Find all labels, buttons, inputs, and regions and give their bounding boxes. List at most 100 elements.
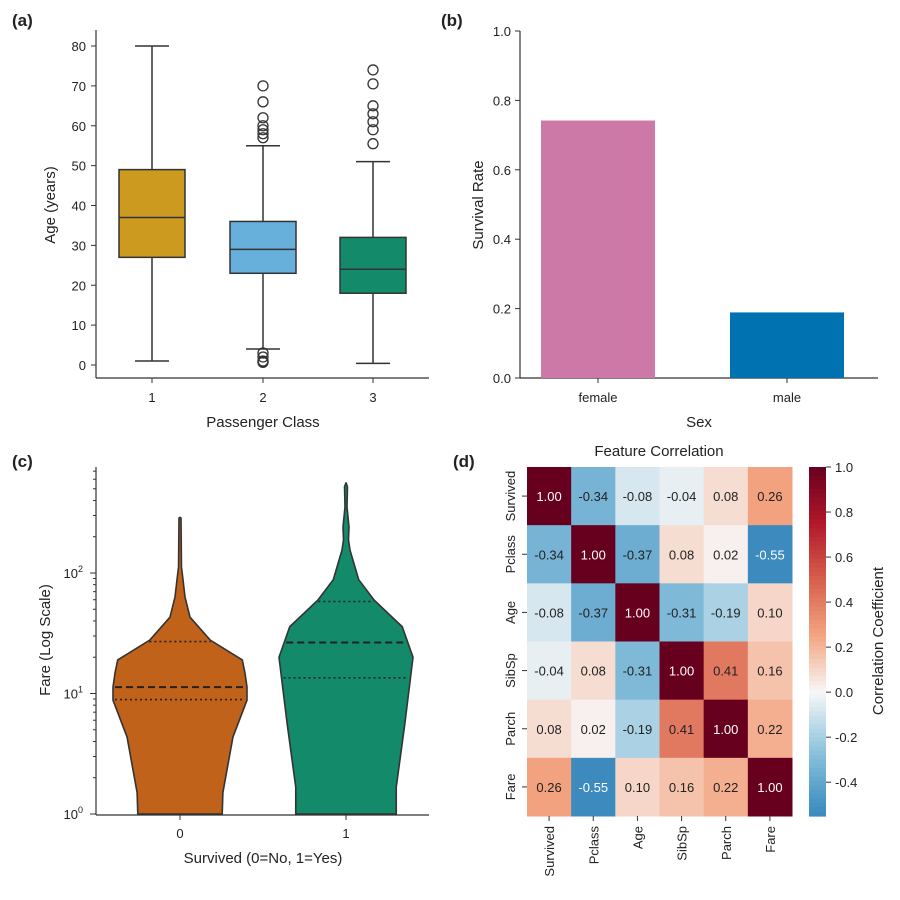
colorbar-segment [809,685,826,691]
colorbar-segment [809,480,826,486]
heatmap-cell [527,525,572,584]
cell-value: -0.34 [578,489,608,504]
outlier-point [367,108,379,120]
y-tick-label: 0.4 [493,232,511,247]
colorbar-segment [809,802,826,808]
colorbar-segment [809,632,826,638]
colorbar-segment [809,602,826,608]
colorbar-segment [809,549,826,555]
colorbar-label: Correlation Coefficient [870,566,887,715]
cell-value: 0.10 [625,780,650,795]
heatmap-cell [703,641,749,701]
heatmap-cell [615,757,660,817]
colorbar-segment [809,554,826,560]
cell-value: 0.26 [536,780,561,795]
outlier-point [367,64,379,76]
colorbar-tick-label: 1.0 [835,460,853,475]
y-tick-label: 0.2 [493,302,511,317]
heatmap-cell [615,699,660,759]
colorbar-segment [809,706,826,712]
row-label: Age [503,601,518,624]
colorbar-segment [809,514,826,520]
colorbar-segment [809,776,826,782]
colorbar-segment [809,724,826,730]
heatmap-title: Feature Correlation [594,443,723,460]
col-label: Parch [719,826,734,860]
panel-label-c: (c) [12,452,33,471]
colorbar-segment [809,680,826,686]
heatmap-cell [659,525,705,584]
cell-value: 1.00 [581,547,606,562]
colorbar-segment [809,693,826,699]
heatmap-cell [659,699,705,759]
cell-value: 0.26 [757,489,782,504]
colorbar-segment [809,615,826,621]
tick-base: 10 [64,566,78,581]
y-tick-label: 0.0 [493,371,511,386]
x-tick-label: 0 [176,826,183,841]
cell-value: 0.08 [713,489,738,504]
panel-label-d: (d) [453,452,475,471]
colorbar-segment [809,610,826,616]
bar-female [541,120,655,378]
outlier-point [367,116,379,128]
outlier-point [367,124,379,136]
colorbar-segment [809,484,826,490]
colorbar-segment [809,794,826,800]
cell-value: 1.00 [713,722,738,737]
outlier-point [257,124,269,136]
colorbar-segment [809,493,826,499]
colorbar-segment [809,672,826,677]
colorbar-segment [809,768,826,773]
y-tick-label: 60 [72,119,86,134]
boxplot-panel: 0 10 20 30 40 50 60 70 80 1 2 3 [72,30,429,405]
colorbar-segment [809,528,826,534]
heatmap-cell [571,467,616,526]
colorbar-tick-label: 0.8 [835,505,853,520]
colorbar-segment [809,746,826,752]
box [339,236,407,294]
cell-value: 0.22 [757,722,782,737]
cell-value: -0.37 [578,605,608,620]
colorbar-segment [809,541,826,547]
colorbar-segment [809,698,826,704]
heatmap-cell [527,699,572,759]
outlier-point [257,347,269,359]
heatmap-cell [527,757,572,817]
outlier-point [257,96,269,108]
colorbar-segment [809,737,826,743]
bar-ylabel: Survival Rate [470,160,487,249]
box [118,168,186,259]
outlier-point [257,112,269,124]
bar-male [730,312,844,378]
colorbar-segment [809,789,826,795]
y-tick-label: 70 [72,79,86,94]
colorbar-segment [809,689,826,695]
row-label: SibSp [503,653,518,688]
x-tick-label: 1 [148,390,155,405]
heatmap-cell [615,583,660,642]
heatmap-cell [703,757,749,817]
cell-value: -0.08 [623,489,653,504]
tick-base: 10 [64,687,78,702]
outlier-point [367,100,379,112]
outlier-point [367,78,379,90]
colorbar-segment [809,733,826,739]
colorbar-segment [809,567,826,573]
colorbar-segment [809,510,826,516]
colorbar-segment [809,488,826,494]
heatmap-cell [747,467,793,526]
heatmap-cell [571,583,616,642]
y-tick-label: 10 [72,318,86,333]
colorbar-segment [809,702,826,708]
colorbar-segment [809,711,826,717]
heatmap-cell [659,757,705,817]
col-label: SibSp [675,826,690,861]
outlier-point [257,355,269,367]
x-tick-label: 3 [369,390,376,405]
x-tick-label: female [578,390,617,405]
row-label: Survived [503,471,518,522]
colorbar-segment [809,654,826,660]
